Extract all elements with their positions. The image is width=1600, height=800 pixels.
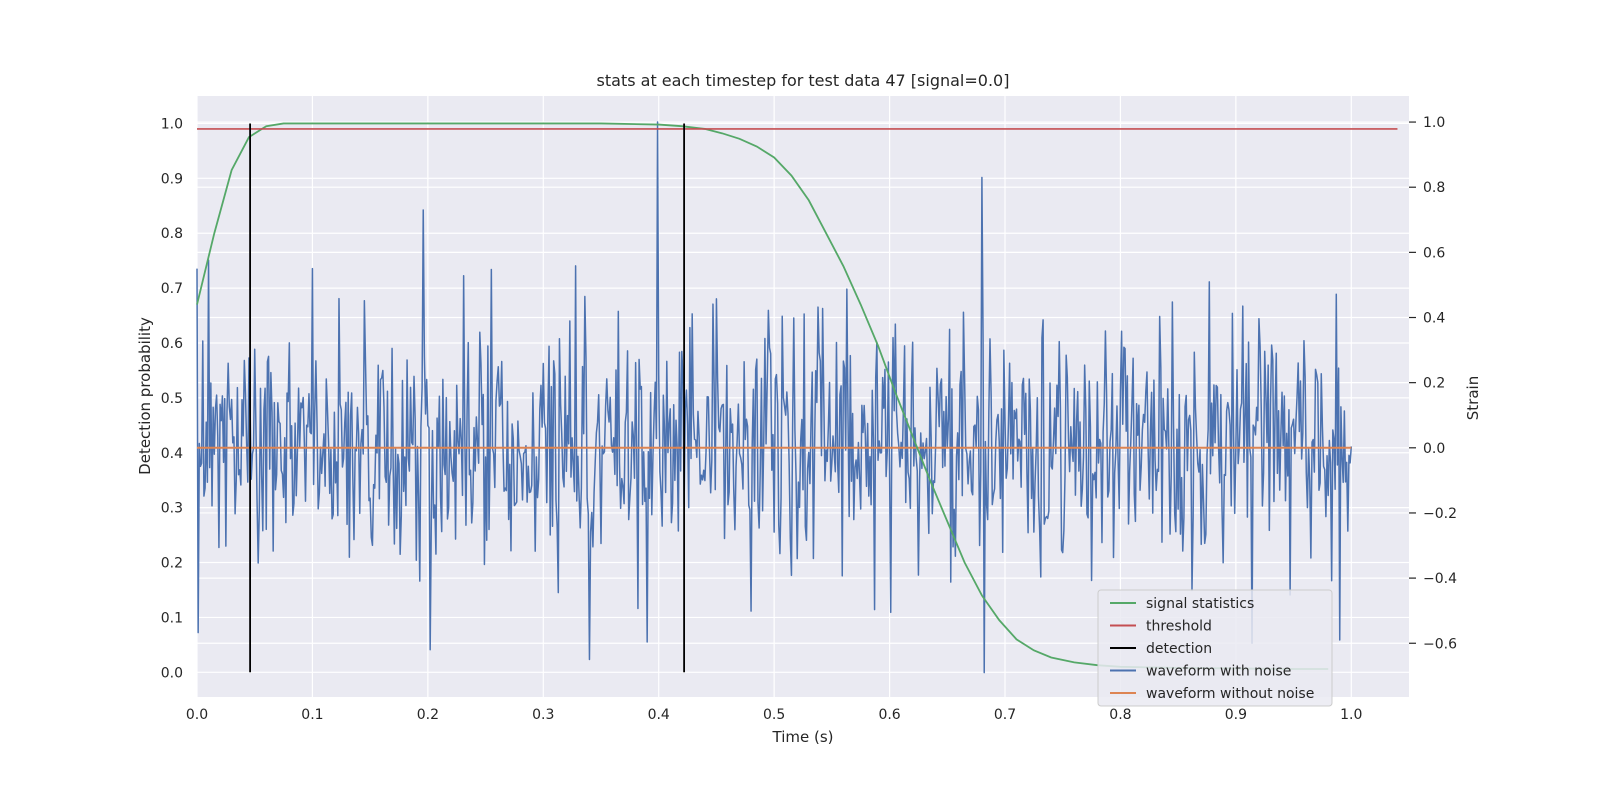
x-tick-label: 0.2 bbox=[417, 707, 439, 723]
y-left-tick-label: 0.1 bbox=[161, 610, 183, 626]
x-tick-label: 0.4 bbox=[648, 707, 670, 723]
legend-label: signal statistics bbox=[1146, 596, 1254, 612]
y-right-tick-label: 0.6 bbox=[1423, 245, 1445, 261]
x-tick-label: 1.0 bbox=[1340, 707, 1362, 723]
y-left-tick-label: 0.5 bbox=[161, 391, 183, 407]
x-axis-ticks: 0.0 0.1 0.2 0.3 0.4 0.5 0.6 0.7 0.8 0.9 1.0 bbox=[186, 707, 1363, 723]
y-left-tick-label: 0.2 bbox=[161, 556, 183, 572]
y-right-tick-label: 0.8 bbox=[1423, 180, 1445, 196]
x-tick-label: 0.0 bbox=[186, 707, 208, 723]
y-left-tick-label: 0.7 bbox=[161, 281, 183, 297]
y-right-tick-label: 1.0 bbox=[1423, 115, 1445, 131]
legend-label: threshold bbox=[1146, 619, 1212, 635]
x-tick-label: 0.3 bbox=[532, 707, 554, 723]
legend-label: waveform without noise bbox=[1146, 686, 1314, 702]
x-tick-label: 0.6 bbox=[878, 707, 900, 723]
y-right-tick-label: −0.6 bbox=[1423, 636, 1457, 652]
y-right-tick-label: −0.2 bbox=[1423, 506, 1457, 522]
x-tick-label: 0.7 bbox=[994, 707, 1016, 723]
y-left-tick-label: 0.6 bbox=[161, 336, 183, 352]
y-left-tick-label: 0.8 bbox=[161, 226, 183, 242]
chart-title: stats at each timestep for test data 47 … bbox=[597, 71, 1010, 90]
y-left-axis-ticks: 0.0 0.1 0.2 0.3 0.4 0.5 0.6 0.7 0.8 0.9 1.0 bbox=[161, 116, 183, 681]
y-left-tick-label: 0.3 bbox=[161, 501, 183, 517]
y-right-axis-label: Strain bbox=[1464, 376, 1482, 420]
y-left-tick-label: 0.9 bbox=[161, 171, 183, 187]
y-right-tick-label: 0.4 bbox=[1423, 311, 1445, 327]
legend-label: waveform with noise bbox=[1146, 664, 1291, 680]
y-right-axis-ticks: −0.6 −0.4 −0.2 0.0 0.2 0.4 0.6 0.8 1.0 bbox=[1409, 115, 1457, 652]
y-left-tick-label: 0.0 bbox=[161, 665, 183, 681]
y-left-tick-label: 1.0 bbox=[161, 116, 183, 132]
series-layer bbox=[196, 121, 1398, 674]
x-tick-label: 0.8 bbox=[1109, 707, 1131, 723]
y-left-tick-label: 0.4 bbox=[161, 446, 183, 462]
y-right-tick-label: −0.4 bbox=[1423, 571, 1457, 587]
y-right-tick-label: 0.2 bbox=[1423, 376, 1445, 392]
series-waveform-with-noise bbox=[196, 121, 1353, 674]
legend-frame bbox=[1097, 589, 1333, 707]
x-tick-label: 0.5 bbox=[763, 707, 785, 723]
legend: signal statistics threshold detection wavef… bbox=[1097, 589, 1333, 707]
legend-label: detection bbox=[1146, 641, 1212, 657]
y-left-axis-label: Detection probability bbox=[136, 317, 154, 475]
series-signal-statistics bbox=[196, 122, 1329, 670]
y-right-tick-label: 0.0 bbox=[1423, 441, 1445, 457]
x-axis-label: Time (s) bbox=[772, 728, 834, 746]
x-tick-label: 0.9 bbox=[1225, 707, 1247, 723]
x-tick-label: 0.1 bbox=[301, 707, 323, 723]
